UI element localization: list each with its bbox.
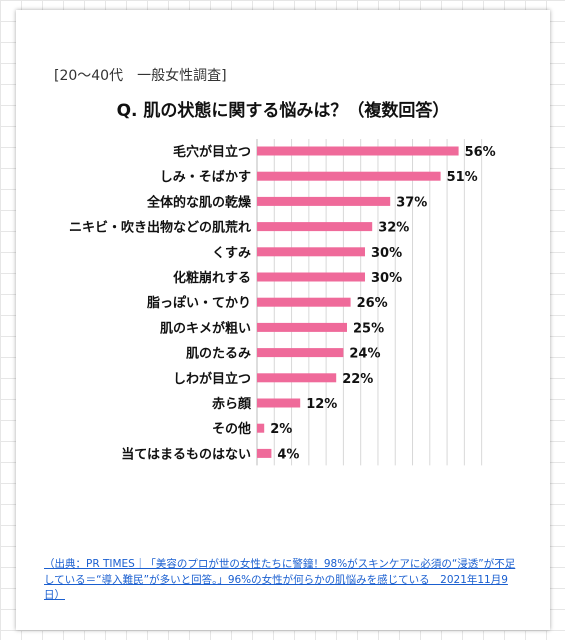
survey-tag: [20～40代 一般女性調査] bbox=[54, 68, 227, 84]
category-label: くすみ bbox=[212, 246, 251, 261]
category-label: しわが目立つ bbox=[173, 371, 251, 387]
value-label: 22% bbox=[342, 372, 373, 387]
bar bbox=[257, 297, 351, 307]
category-label: 肌のたるみ bbox=[186, 347, 251, 362]
bar bbox=[257, 348, 344, 358]
category-label: 赤ら顔 bbox=[212, 396, 252, 412]
category-label: 肌のキメが粗い bbox=[160, 320, 251, 336]
bar bbox=[257, 448, 272, 458]
value-label: 24% bbox=[349, 347, 380, 362]
source-link[interactable]: （出典：PR TIMES｜「美容のプロが世の女性たちに警鐘！98%がスキンケアに… bbox=[44, 558, 516, 601]
category-label: ニキビ・吹き出物などの肌荒れ bbox=[69, 220, 251, 236]
bar bbox=[257, 322, 347, 332]
bar-chart: 毛穴が目立つ 56% しみ・そばかす 51% 全体的な肌の乾燥 37% ニキビ・吹き出物など… bbox=[69, 139, 496, 466]
bar bbox=[257, 423, 265, 433]
value-label: 32% bbox=[378, 221, 409, 236]
value-label: 4% bbox=[277, 447, 299, 462]
value-label: 30% bbox=[371, 271, 402, 286]
value-label: 12% bbox=[306, 397, 337, 412]
value-label: 25% bbox=[353, 321, 384, 336]
category-label: 全体的な肌の乾燥 bbox=[146, 194, 252, 210]
value-label: 26% bbox=[357, 296, 388, 311]
bar bbox=[257, 247, 365, 257]
chart-title: Q. 肌の状態に関する悩みは？（複数回答） bbox=[116, 101, 450, 121]
category-label: 当てはまるものはない bbox=[121, 446, 251, 462]
category-label: しみ・そばかす bbox=[160, 170, 251, 185]
category-label: 脂っぽい・てかり bbox=[146, 295, 251, 311]
bar bbox=[257, 146, 459, 156]
value-label: 51% bbox=[447, 170, 478, 185]
bar bbox=[257, 398, 301, 408]
category-label: 化粧崩れする bbox=[173, 270, 251, 286]
bar bbox=[257, 196, 391, 206]
category-label: 毛穴が目立つ bbox=[173, 144, 251, 160]
value-label: 2% bbox=[270, 422, 292, 437]
bar bbox=[257, 222, 373, 232]
bar bbox=[257, 171, 441, 181]
value-label: 56% bbox=[465, 145, 496, 160]
bar bbox=[257, 272, 365, 282]
chart-card: [20～40代 一般女性調査] Q. 肌の状態に関する悩みは？（複数回答） 毛穴… bbox=[16, 10, 550, 630]
bar bbox=[257, 373, 337, 383]
value-label: 30% bbox=[371, 246, 402, 261]
value-label: 37% bbox=[396, 195, 427, 210]
category-label: その他 bbox=[212, 421, 251, 437]
